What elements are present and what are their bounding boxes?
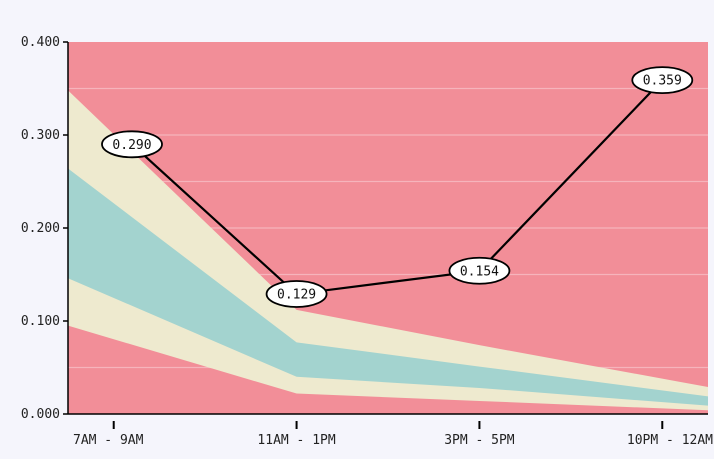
series-marks: 0.290 0.129 0.154 0.359 bbox=[101, 66, 694, 308]
y-tick-label-2: 0.200 bbox=[21, 221, 60, 236]
data-label-bubble-0 bbox=[101, 130, 163, 159]
data-label-3: 0.359 bbox=[643, 74, 682, 89]
y-tick-label-3: 0.300 bbox=[21, 128, 60, 143]
inner-band bbox=[68, 168, 708, 406]
data-point-1: 0.129 bbox=[265, 280, 328, 308]
data-label-0: 0.290 bbox=[112, 138, 151, 153]
x-tick-label-0: 7AM - 9AM bbox=[73, 433, 144, 448]
data-point-3: 0.359 bbox=[631, 66, 694, 95]
y-tick-label-4: 0.400 bbox=[21, 35, 60, 50]
data-label-bubble-1 bbox=[265, 280, 328, 308]
data-label-bubble-2 bbox=[448, 256, 511, 285]
x-tick-label-1: 11AM - 1PM bbox=[257, 433, 335, 448]
data-label-bubble-3 bbox=[631, 66, 694, 95]
x-tick-label-2: 3PM - 5PM bbox=[444, 433, 515, 448]
y-tick-label-0: 0.000 bbox=[21, 407, 60, 422]
axes: 0.000 0.100 0.200 0.300 0.400 7AM - 9AM 11AM -… bbox=[21, 35, 713, 448]
data-point-2: 0.154 bbox=[448, 256, 511, 285]
series-line bbox=[131, 79, 664, 296]
data-label-2: 0.154 bbox=[460, 264, 499, 279]
data-label-1: 0.129 bbox=[277, 288, 316, 303]
plot-area bbox=[68, 42, 708, 414]
x-tick-label-3: 10PM - 12AM bbox=[627, 433, 713, 448]
y-tick-label-1: 0.100 bbox=[21, 314, 60, 329]
data-point-0: 0.290 bbox=[101, 130, 163, 159]
